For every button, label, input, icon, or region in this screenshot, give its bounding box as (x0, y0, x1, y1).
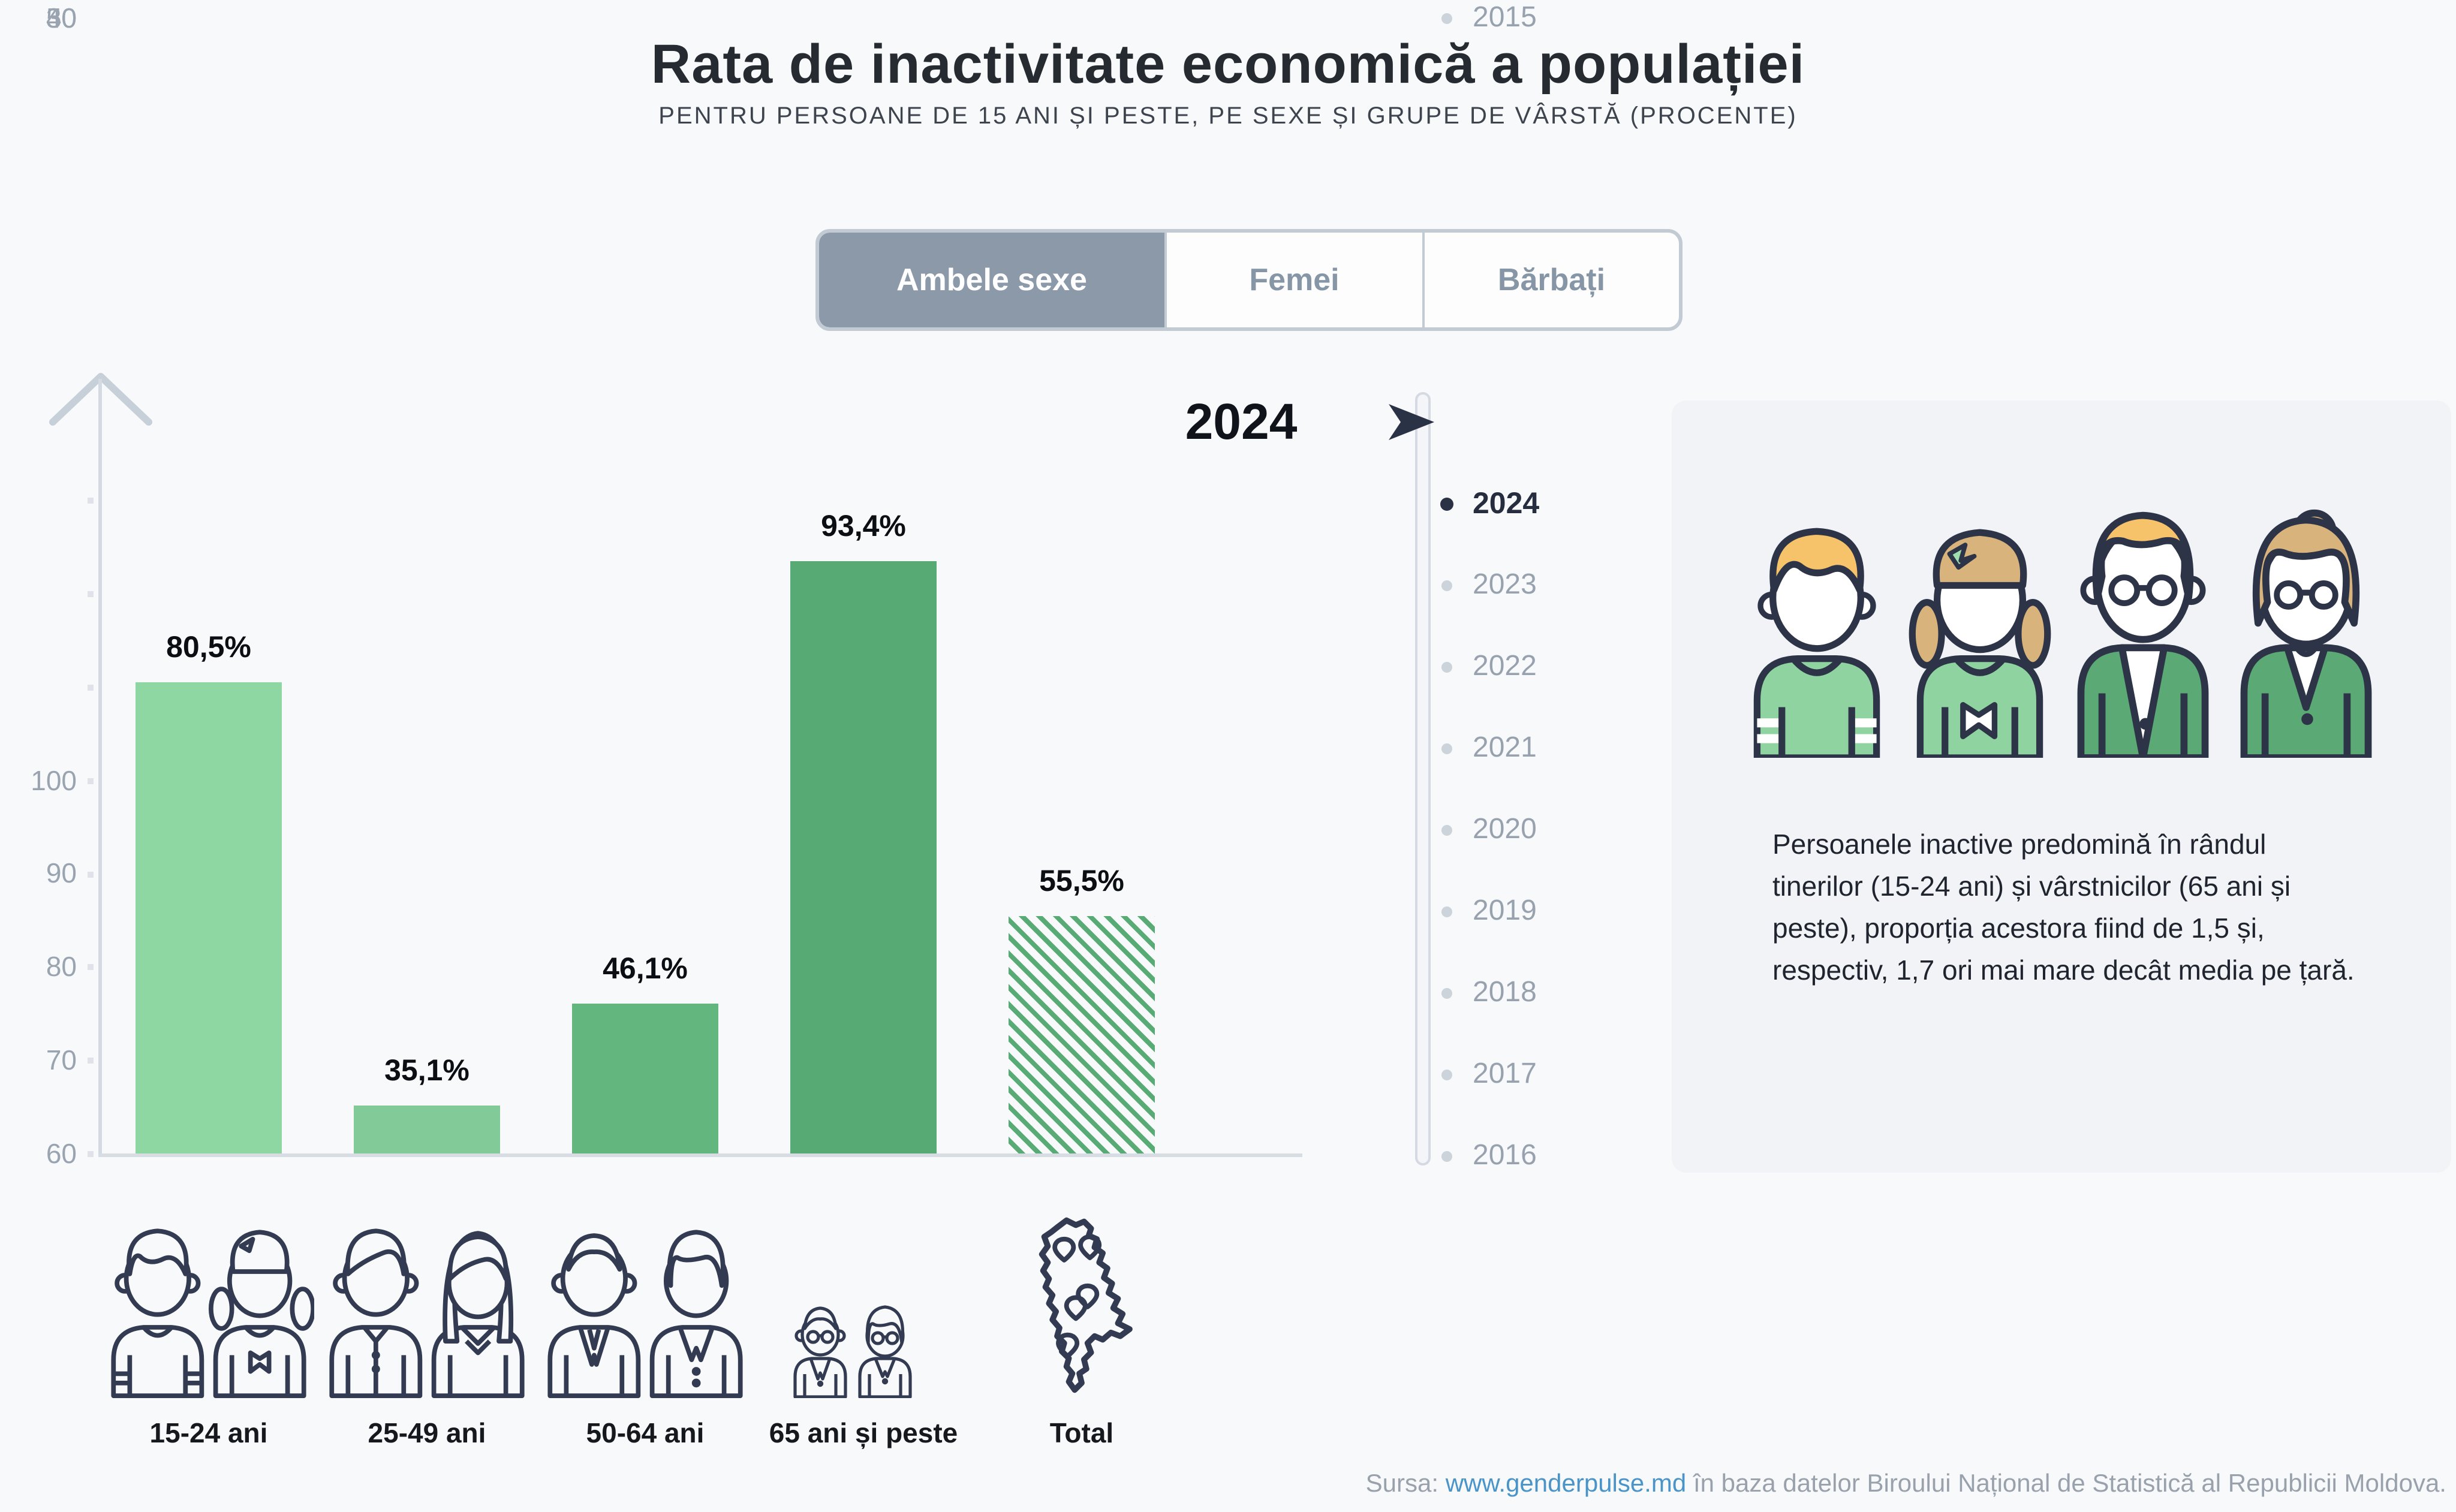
timeline-dot-icon (1441, 13, 1452, 24)
tab-ambele-sexe[interactable]: Ambele sexe (819, 233, 1164, 327)
senior-pair-icon (547, 1230, 743, 1398)
y-tick-label: 100 (31, 765, 77, 796)
timeline-year-2021[interactable]: 2021 (1434, 730, 1626, 766)
timeline-year-2018[interactable]: 2018 (1434, 975, 1626, 1011)
timeline-year-2019[interactable]: 2019 (1434, 893, 1626, 929)
category-label: 25-49 ani (368, 1417, 486, 1448)
y-tick-mark (88, 591, 94, 597)
y-tick-label: 30 (46, 2, 77, 34)
y-tick-label: 70 (46, 1044, 77, 1076)
timeline-dot-icon (1440, 498, 1453, 511)
bar-15-24-ani[interactable]: 80,5% (136, 631, 282, 1153)
y-tick-label: 90 (46, 857, 77, 888)
plot-area: 80,5% 35,1% 46,1% 93,4% 55,5% (101, 500, 1302, 1153)
legend-15-24: 15-24 ani (77, 1209, 341, 1450)
page-subtitle: PENTRU PERSOANE DE 15 ANI ȘI PESTE, PE S… (658, 103, 1798, 129)
y-tick-mark (88, 778, 94, 784)
girl-avatar-icon (1909, 529, 2051, 758)
y-tick-mark (88, 872, 94, 878)
bar-value-label: 55,5% (1039, 864, 1124, 897)
bar-50-64-ani[interactable]: 46,1% (572, 951, 718, 1153)
bar-value-label: 80,5% (166, 630, 251, 664)
y-tick-label: 60 (46, 1138, 77, 1169)
x-axis-line (98, 1153, 1302, 1157)
timeline-dot-icon (1441, 1151, 1452, 1162)
bar-value-label: 35,1% (384, 1054, 469, 1088)
timeline-handle-arrow-icon[interactable] (1386, 402, 1437, 442)
timeline-year-2023[interactable]: 2023 (1434, 567, 1626, 603)
tab-barbati[interactable]: Bărbați (1422, 233, 1679, 327)
category-label: 50-64 ani (586, 1417, 705, 1448)
y-tick-mark (88, 964, 94, 970)
bar-65-ani-si-peste[interactable]: 93,4% (790, 510, 937, 1153)
timeline-year-2016[interactable]: 2016 (1434, 1138, 1626, 1174)
timeline-dot-icon (1441, 580, 1452, 591)
insight-text: Persoanele inactive predomină în rândul … (1772, 829, 2355, 986)
y-tick-mark (88, 1058, 94, 1064)
y-axis-arrow-icon (49, 373, 152, 426)
bar-value-label: 46,1% (603, 951, 688, 986)
info-panel: Persoanele inactive predomină în rândul … (1672, 400, 2451, 1173)
source-line: Sursa: www.genderpulse.md în baza datelo… (1366, 1470, 2446, 1499)
timeline-dot-icon (1441, 1070, 1452, 1080)
source-suffix: în baza datelor Biroului Național de Sta… (1686, 1470, 2446, 1498)
young-pair-icon (111, 1228, 314, 1398)
sex-filter-tabs: Ambele sexe Femei Bărbați (815, 229, 1683, 331)
elderly-pair-icon (793, 1305, 912, 1398)
y-axis-line (98, 379, 102, 1157)
people-illustration (1672, 506, 2451, 758)
y-tick-label: 80 (46, 951, 77, 982)
legend-65-plus: 65 ani și peste (732, 1209, 995, 1450)
bar-value-label: 93,4% (821, 510, 906, 544)
timeline-track[interactable] (1415, 392, 1431, 1165)
legend-50-64: 50-64 ani (513, 1209, 777, 1450)
man-avatar-icon (2077, 511, 2209, 758)
timeline-dot-icon (1441, 662, 1452, 673)
moldova-map-icon (1039, 1217, 1133, 1393)
timeline-dot-icon (1441, 906, 1452, 917)
page-title: Rata de inactivitate economică a populaț… (651, 32, 1805, 95)
bar-total-hatched[interactable]: 55,5% (1009, 864, 1155, 1153)
category-label: Total (1049, 1417, 1114, 1448)
bar-25-49-ani[interactable]: 35,1% (354, 1055, 500, 1153)
timeline-dot-icon (1441, 743, 1452, 754)
y-tick-mark (88, 498, 94, 504)
y-tick-label: 40 (46, 2, 77, 34)
timeline-dot-icon (1441, 825, 1452, 836)
legend-25-49: 25-49 ani (295, 1209, 559, 1450)
selected-year-label: 2024 (1185, 393, 1298, 450)
legend-total: Total (950, 1209, 1214, 1450)
timeline-year-2024[interactable]: 2024 (1434, 486, 1626, 522)
bar-chart: 100 90 80 70 60 50 40 30 80,5% 35,1% 46,… (0, 0, 1319, 1199)
source-link[interactable]: www.genderpulse.md (1445, 1470, 1687, 1498)
timeline-dot-icon (1441, 988, 1452, 999)
source-prefix: Sursa: (1365, 1470, 1446, 1498)
category-label: 15-24 ani (149, 1417, 268, 1448)
timeline-year-2022[interactable]: 2022 (1434, 649, 1626, 685)
timeline-year-2017[interactable]: 2017 (1434, 1056, 1626, 1092)
tab-femei[interactable]: Femei (1164, 233, 1422, 327)
y-tick-mark (88, 685, 94, 691)
y-tick-label: 50 (46, 2, 77, 34)
timeline-year-2020[interactable]: 2020 (1434, 812, 1626, 848)
timeline-year-2015[interactable]: 2015 (1434, 0, 1626, 36)
y-tick-mark (88, 1151, 94, 1157)
adult-pair-icon (329, 1228, 525, 1398)
woman-avatar-icon (2240, 509, 2372, 758)
category-label: 65 ani și peste (769, 1417, 958, 1448)
boy-avatar-icon (1753, 528, 1880, 758)
